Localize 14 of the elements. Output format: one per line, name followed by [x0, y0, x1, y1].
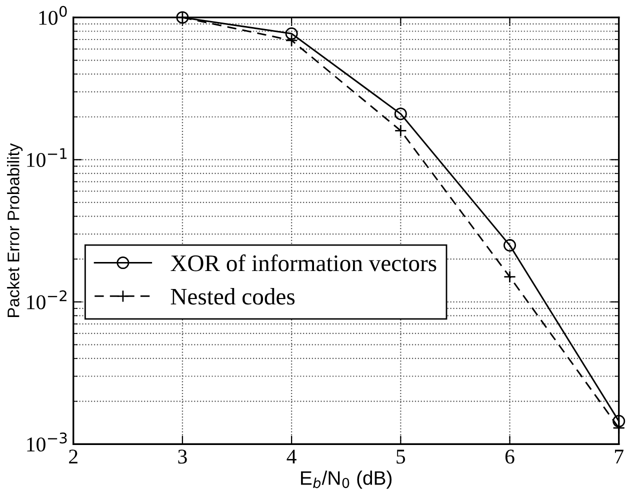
y-tick-label: 10$^{−2}$: [27, 290, 66, 310]
y-tick-label: 10$^{−1}$: [27, 148, 67, 168]
x-tick-label: 6: [505, 450, 514, 464]
x-tick-label: 4: [286, 450, 296, 464]
x-tick-label: 5: [396, 450, 406, 464]
x-tick-label: 7: [615, 450, 624, 464]
y-tick-label: 10$^{0}$: [39, 6, 67, 25]
x-axis-title: E$_{b}$/N$_{0}$ (dB): [301, 470, 392, 489]
y-axis-title: Packet Error Probability: [7, 143, 23, 317]
x-tick-label: 3: [178, 450, 187, 464]
y-tick-label: 10$^{−3}$: [27, 432, 67, 452]
legend-label: XOR of information vectors: [170, 254, 436, 272]
legend-label: Nested codes: [170, 288, 295, 305]
x-tick-label: 2: [69, 450, 78, 464]
